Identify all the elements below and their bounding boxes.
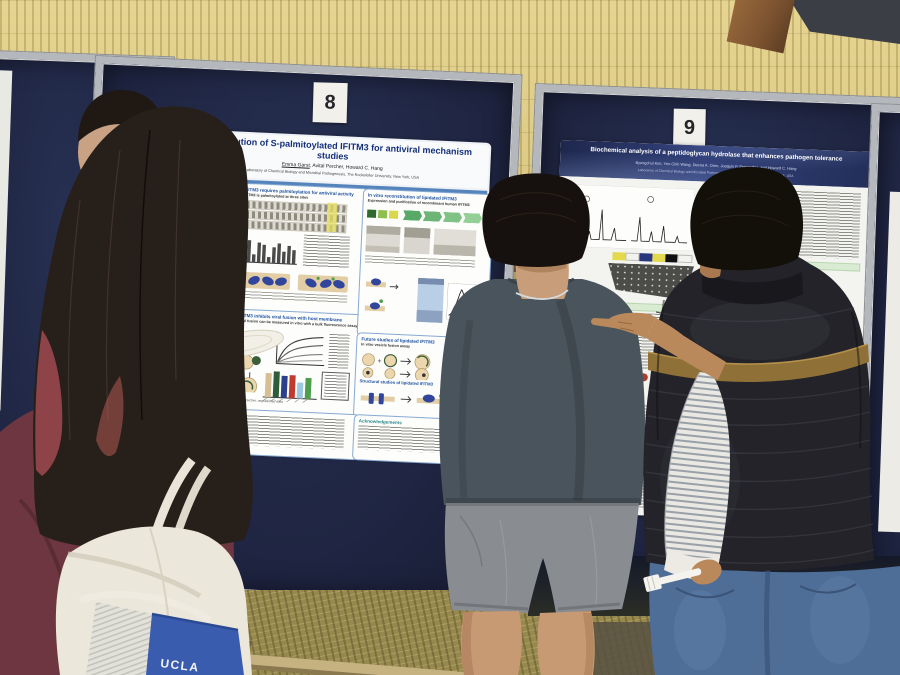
right-attendee [591,166,900,675]
necklace-chain [515,289,569,300]
tote-logo-patch [146,614,244,675]
tote-striped-panel [86,602,152,675]
striped-shirt-sleeve [665,372,730,577]
membrane-cartoon [297,274,349,293]
bars [264,371,312,400]
pointing-forearm [646,318,726,380]
vesicle-fusion-schematic: + [362,353,431,382]
hair-highlights [701,190,789,227]
hair-highlights [495,192,577,223]
hair-dyed-tips [96,376,124,457]
plastic-fork [643,568,702,592]
vest-gold-stripe [648,344,869,382]
vest-collar [702,270,803,305]
middle-man-shorts [444,503,639,613]
woman-attendee: UCLA [0,106,284,675]
panel-palmitoylation: IFITM3 requires palmitoylation for antiv… [233,182,370,319]
tote-strap [151,457,196,534]
tote-logo-text: UCLA [160,656,201,675]
bars [246,240,296,265]
hair-strands [67,139,181,441]
mutant-bar-chart [244,240,297,265]
middle-man-left-leg [461,611,522,675]
svg-text:+: + [377,358,381,365]
fork-hand [690,559,722,585]
pointing-hand [607,312,656,338]
middle-man-shirt [439,279,646,505]
hair-dyed-tips [35,330,63,476]
right-man-jeans [649,560,900,675]
woman-hair [33,106,253,551]
tick-labels [262,397,307,403]
fusion-bar-chart [262,371,317,403]
right-man-hair [690,166,804,271]
membrane-cartoon [241,271,291,291]
middle-man-right-leg [537,611,595,675]
pointing-finger [591,318,614,328]
middle-attendee [439,173,646,675]
lipidation-diagrams [364,278,399,312]
